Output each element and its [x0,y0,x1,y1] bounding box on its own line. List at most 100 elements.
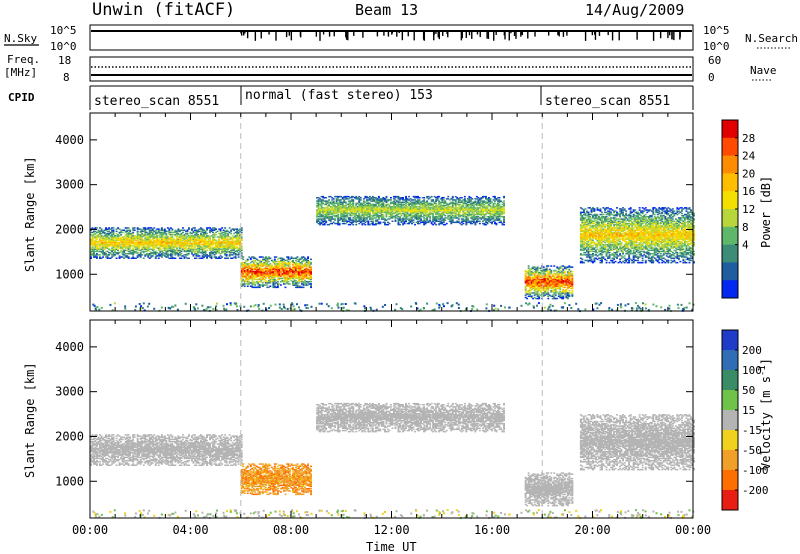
range-time-cell [138,237,141,239]
range-time-cell [188,253,190,255]
range-time-cell [252,281,255,283]
range-time-cell [204,245,207,247]
range-time-cell [224,238,227,240]
range-time-cell [210,245,213,247]
range-time-cell [224,253,227,255]
station-title: Unwin (fitACF) [92,0,235,20]
range-time-cell [194,250,196,253]
range-time-cell [147,253,150,255]
range-time-cell [114,249,116,252]
range-time-cell [97,242,100,245]
range-time-cell [275,275,278,277]
range-time-cell [166,227,169,229]
range-time-cell [136,228,139,230]
range-time-cell [304,275,306,277]
range-time-cell [264,270,267,273]
range-time-cell [127,256,130,258]
range-time-cell [251,264,254,266]
range-time-cell [254,265,257,267]
range-time-cell [108,240,110,243]
range-time-cell [304,276,306,278]
range-time-cell [195,229,198,231]
range-time-cell [254,266,257,268]
range-time-cell [334,207,337,209]
range-time-cell [263,259,266,262]
range-time-cell [224,239,227,241]
range-time-cell [195,245,198,247]
range-time-cell [192,255,195,257]
range-time-cell [227,241,230,244]
range-time-cell [163,238,166,240]
range-time-cell [103,240,106,243]
range-time-cell [138,244,141,246]
range-time-cell [218,228,220,230]
range-time-cell [197,239,199,241]
range-time-cell [323,208,326,210]
range-time-cell [138,228,141,230]
range-time-cell [219,246,222,248]
range-time-cell [239,239,242,241]
range-time-cell [203,242,205,245]
range-time-cell [267,269,270,272]
range-time-cell [213,238,216,240]
range-time-cell [197,242,199,245]
range-time-cell [121,247,124,249]
range-time-cell [123,239,126,241]
range-time-cell [130,257,133,259]
range-time-cell [239,248,242,250]
range-time-cell [245,270,248,273]
range-time-cell [189,238,192,240]
range-time-cell [213,242,216,245]
range-time-cell [224,247,227,249]
range-time-cell [126,234,129,236]
range-time-cell [320,211,323,214]
range-time-cell [322,210,325,212]
range-time-cell [420,218,422,220]
range-time-cell [224,235,227,237]
range-time-cell [174,245,177,247]
range-time-cell [127,235,130,237]
range-time-cell [230,249,233,252]
range-time-cell [204,255,207,257]
range-time-cell [91,244,94,246]
range-time-cell [231,228,234,230]
range-time-cell [219,232,222,235]
range-time-cell [240,279,243,282]
range-time-cell [323,222,326,225]
range-time-cell [112,255,115,257]
range-time-cell [120,234,123,236]
range-time-cell [240,246,243,248]
range-time-cell [302,281,305,283]
range-time-cell [242,284,245,286]
range-time-cell [236,237,239,239]
range-time-cell [117,244,119,246]
range-time-cell [203,236,205,238]
range-time-cell [460,197,463,199]
range-time-cell [97,236,100,238]
range-time-cell [198,245,201,247]
range-time-cell [108,232,110,235]
range-time-cell [151,246,154,248]
range-time-cell [96,241,98,244]
range-time-cell [252,256,255,258]
range-time-cell [251,284,254,286]
range-time-cell [379,221,382,224]
range-time-cell [222,237,225,239]
range-time-cell [160,231,163,234]
range-time-cell [231,237,234,239]
range-time-cell [189,245,192,247]
range-time-cell [200,241,202,244]
range-time-cell [178,244,181,246]
range-time-cell [316,206,318,208]
range-time-cell [233,229,236,231]
nsearch-label: N.Search [745,32,798,45]
range-time-cell [141,248,144,250]
range-time-cell [103,242,106,245]
range-time-cell [194,246,196,248]
range-time-cell [278,257,281,259]
range-time-cell [136,241,139,244]
range-time-cell [296,276,299,278]
range-time-cell [151,251,154,254]
range-time-cell [94,246,97,248]
range-time-cell [255,269,258,272]
